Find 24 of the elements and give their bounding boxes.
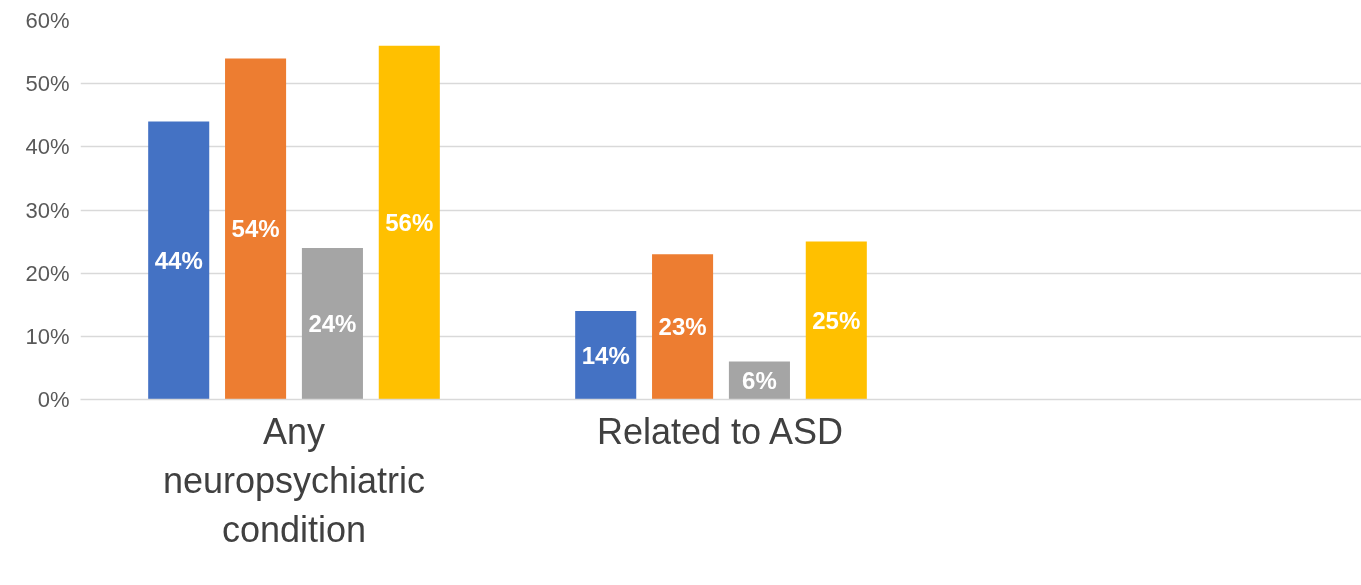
y-tick-label: 10% — [25, 323, 70, 349]
y-tick-label: 20% — [25, 260, 70, 286]
bar — [575, 311, 637, 400]
bar — [378, 45, 440, 400]
data-label: 24% — [308, 310, 357, 338]
data-label: 23% — [658, 313, 707, 341]
bar — [225, 58, 287, 400]
x-tick-label: Any neuropsychiatric condition — [162, 410, 426, 550]
data-label: 54% — [231, 215, 280, 243]
y-tick-label: 0% — [37, 387, 70, 412]
y-tick-label: 50% — [25, 71, 70, 97]
bar — [805, 241, 867, 400]
data-label: 14% — [581, 341, 630, 369]
data-label: 6% — [742, 367, 777, 395]
data-label: 25% — [812, 307, 861, 335]
x-tick-label: Related to ASD — [596, 410, 844, 452]
bar — [148, 121, 210, 400]
y-tick-label: 40% — [25, 134, 70, 160]
data-label: 44% — [154, 247, 203, 275]
y-tick-label: 30% — [25, 197, 70, 223]
bar — [652, 254, 714, 400]
bar — [301, 247, 363, 400]
data-label: 56% — [385, 209, 434, 237]
y-tick-label: 60% — [25, 8, 70, 33]
